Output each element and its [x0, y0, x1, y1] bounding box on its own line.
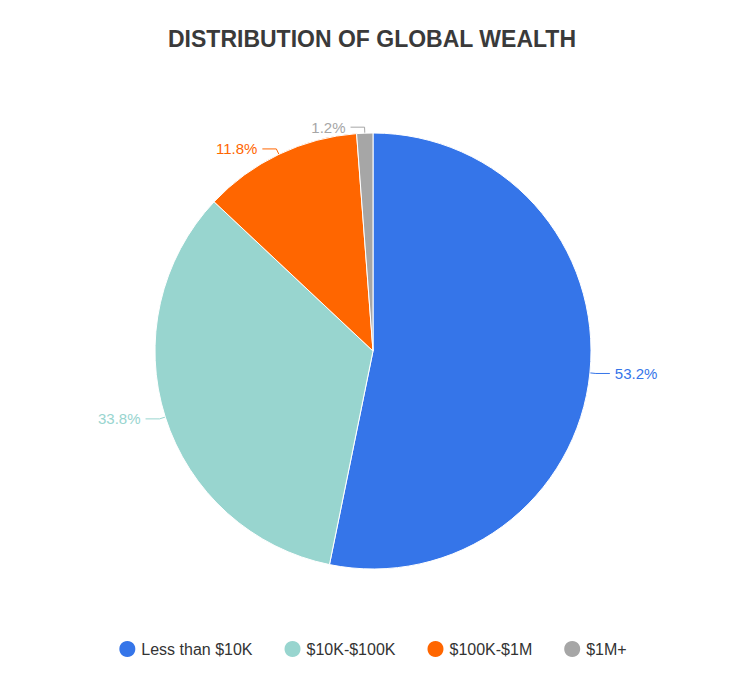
svg-text:33.8%: 33.8% [98, 410, 141, 427]
svg-text:$10K-$100K: $10K-$100K [307, 641, 396, 658]
svg-text:53.2%: 53.2% [615, 365, 658, 382]
svg-text:11.8%: 11.8% [216, 140, 257, 157]
svg-text:$100K-$1M: $100K-$1M [449, 641, 532, 658]
svg-text:Less than $10K: Less than $10K [141, 641, 253, 658]
svg-text:DISTRIBUTION OF GLOBAL WEALTH: DISTRIBUTION OF GLOBAL WEALTH [168, 26, 576, 52]
svg-text:1.2%: 1.2% [311, 119, 345, 136]
svg-text:$1M+: $1M+ [586, 641, 626, 658]
